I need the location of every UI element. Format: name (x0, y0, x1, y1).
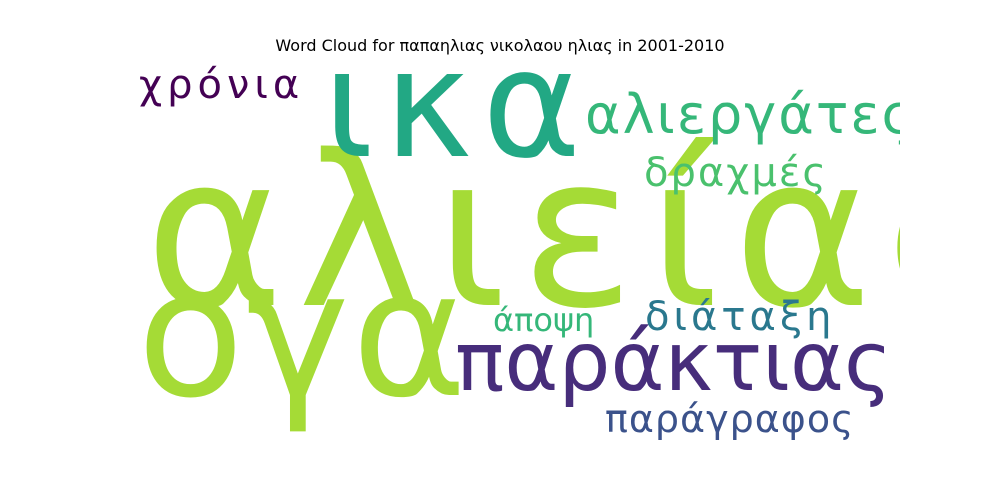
word-alieryates: αλιεργάτες (585, 83, 900, 146)
word-paragrafos: παράγραφος (605, 397, 855, 441)
word-diataxi: διάταξη (645, 294, 836, 340)
word-ika: ικα (323, 60, 592, 192)
word-oga: ογα (137, 234, 469, 437)
word-parakteias: παράκτιας (455, 315, 893, 410)
word-draxmes: δραχμές (644, 150, 828, 196)
word-apopsi: άποψη (493, 301, 595, 339)
word-alieias: αλιείας (145, 110, 900, 355)
chart-title: Word Cloud for παπαηλιας νικολαου ηλιας … (275, 36, 725, 55)
word-cloud: αλιείας ογα ικα παράκτιας αλιεργάτες χρό… (125, 60, 900, 447)
word-xronia: χρόνια (139, 62, 305, 108)
